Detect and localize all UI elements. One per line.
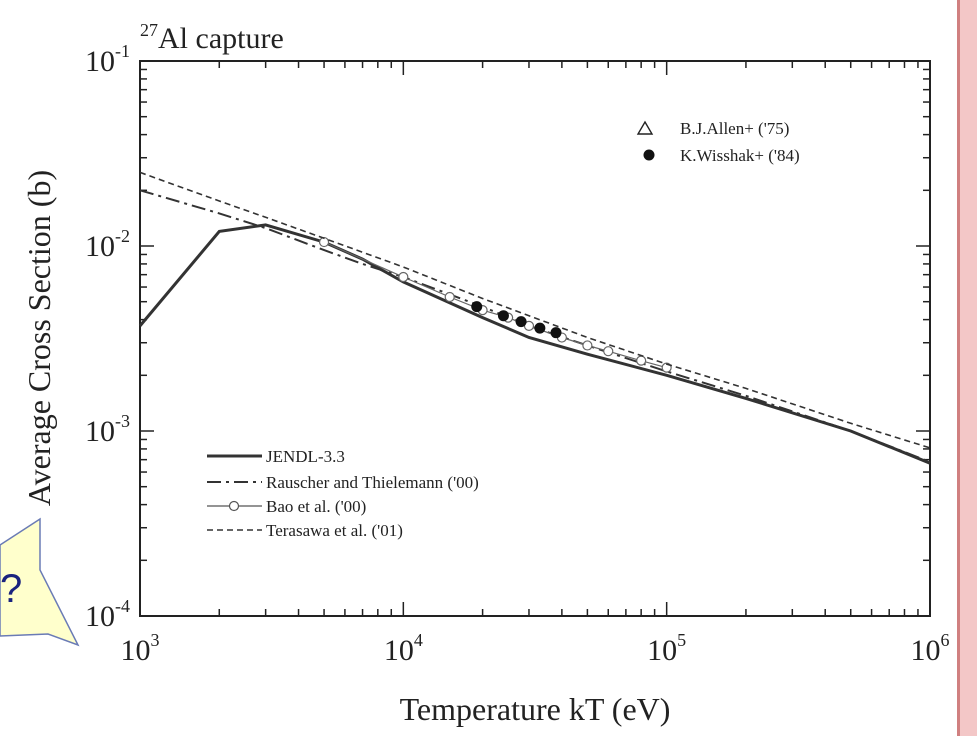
chart-title: 27Al capture — [140, 20, 284, 55]
y-tick-label-base: 10 — [85, 415, 115, 448]
legend-bao-label: Bao et al. ('00) — [266, 497, 366, 516]
series-2-point — [582, 340, 593, 351]
y-tick-label-exponent: -2 — [115, 226, 130, 246]
x-tick-label-exponent: 5 — [677, 630, 686, 650]
y-tick-label-base: 10 — [85, 45, 115, 78]
series-5-point — [550, 327, 562, 339]
series-layer — [138, 171, 931, 465]
series-2-point — [603, 346, 614, 357]
legend-allen-marker — [636, 120, 654, 135]
y-tick-label: 10-2 — [85, 226, 130, 263]
x-tick-label-base: 10 — [384, 634, 414, 667]
callout-text: ? — [0, 567, 22, 611]
plot-frame — [139, 60, 931, 617]
series-0-line — [138, 223, 931, 465]
series-3-line — [139, 171, 931, 449]
series-5-point — [471, 301, 483, 313]
legend-lower: JENDL-3.3 Rauscher and Thielemann ('00) … — [207, 447, 479, 540]
x-tick-label-base: 10 — [911, 634, 941, 667]
legend-jendl-label: JENDL-3.3 — [266, 447, 345, 466]
x-tick-label: 105 — [647, 630, 686, 667]
y-axis-title: Average Cross Section (b) — [21, 170, 57, 506]
legend-allen-label: B.J.Allen+ ('75) — [680, 119, 789, 138]
x-axis-title: Temperature kT (eV) — [400, 691, 671, 727]
y-tick-label: 10-1 — [85, 41, 130, 78]
legend-wisshak-label: K.Wisshak+ ('84) — [680, 146, 800, 165]
x-tick-label: 103 — [121, 630, 160, 667]
series-5-point — [515, 316, 527, 328]
legend-upper: B.J.Allen+ ('75) K.Wisshak+ ('84) — [636, 119, 800, 165]
x-tick-label: 106 — [911, 630, 950, 667]
side-stripe — [957, 0, 977, 736]
y-tick-label-exponent: -3 — [115, 411, 130, 431]
series-2-point — [636, 355, 647, 366]
callout-shape — [0, 517, 80, 647]
y-tick-label: 10-3 — [85, 411, 130, 448]
legend-rauscher-label: Rauscher and Thielemann ('00) — [266, 473, 479, 492]
y-tick-label-base: 10 — [85, 600, 115, 633]
x-tick-label-base: 10 — [121, 634, 151, 667]
y-tick-label-exponent: -4 — [115, 596, 130, 616]
y-tick-label-exponent: -1 — [115, 41, 130, 61]
x-tick-label-exponent: 6 — [941, 630, 950, 650]
y-tick-label-base: 10 — [85, 230, 115, 263]
y-tick-label: 10-4 — [85, 596, 130, 633]
x-tick-label: 104 — [384, 630, 423, 667]
axis-ticks — [139, 60, 931, 617]
chart-title-base: Al capture — [158, 22, 284, 55]
series-2-point — [398, 271, 409, 283]
legend-bao-marker — [228, 500, 240, 512]
x-tick-label-exponent: 4 — [414, 630, 423, 650]
series-5-point — [534, 322, 546, 334]
legend-terasawa-label: Terasawa et al. ('01) — [266, 521, 403, 540]
series-2-point — [444, 291, 455, 303]
series-2-line — [323, 241, 667, 369]
callout-arrow: ? — [0, 517, 80, 647]
chart-title-superscript: 27 — [140, 20, 158, 40]
series-5-point — [497, 310, 509, 322]
x-tick-label-exponent: 3 — [151, 630, 160, 650]
x-tick-label-base: 10 — [647, 634, 677, 667]
legend-wisshak-marker — [643, 149, 655, 161]
